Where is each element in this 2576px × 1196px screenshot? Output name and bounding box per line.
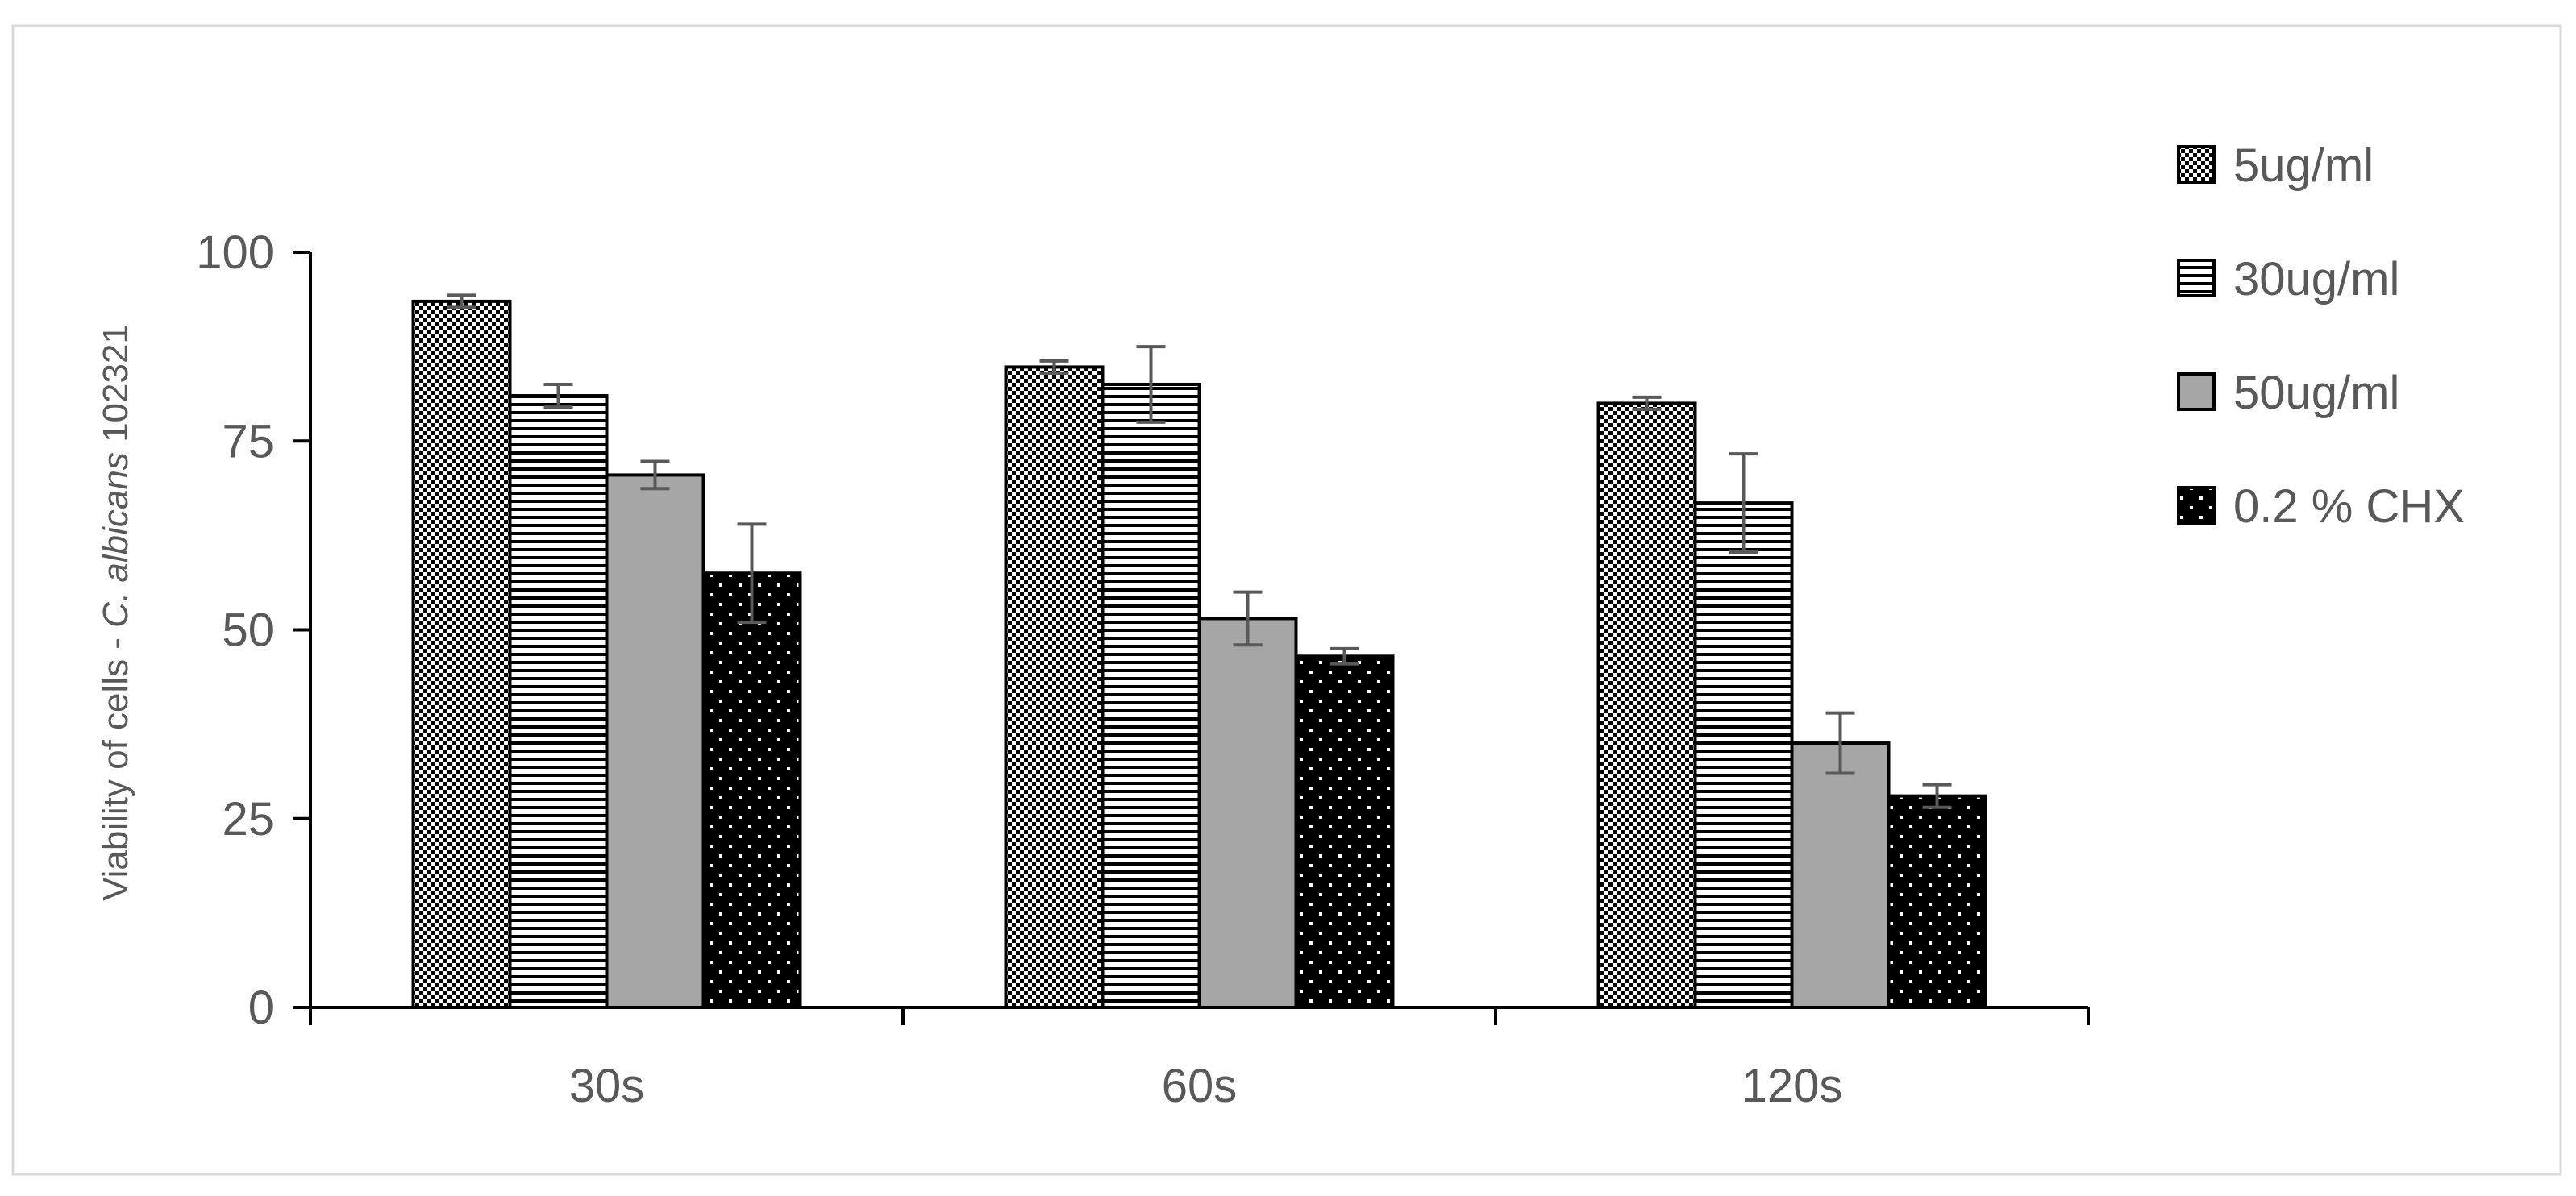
legend: 5ug/ml 30ug/ml 50ug/ml 0.2 % CHX [2177, 139, 2465, 533]
bar [1197, 617, 1298, 1009]
bar [1887, 794, 1987, 1009]
bar [508, 394, 609, 1009]
legend-swatch [2177, 259, 2216, 297]
y-axis-title: Viability of cells - C. albicans 102321 [96, 324, 135, 901]
x-tick-label: 30s [569, 1060, 645, 1112]
legend-label: 5ug/ml [2233, 139, 2374, 192]
legend-label: 50ug/ml [2233, 367, 2399, 419]
y-tick-label: 0 [248, 982, 274, 1034]
y-tick-label: 50 [222, 604, 274, 657]
error-bars-group [447, 293, 1952, 809]
bars-group [411, 299, 1987, 1010]
x-tick-label: 120s [1742, 1060, 1843, 1112]
y-axis: 0 25 50 75 100 [196, 226, 312, 1034]
x-axis: 30s 60s 120s [309, 1006, 2090, 1112]
y-tick-label: 75 [222, 415, 274, 467]
y-tick-label: 100 [196, 226, 274, 279]
bar [701, 571, 802, 1009]
legend-label: 0.2 % CHX [2233, 480, 2465, 533]
bar [1596, 401, 1697, 1009]
legend-swatch [2177, 486, 2216, 525]
chart-frame-border [11, 24, 2562, 1176]
legend-swatch [2177, 372, 2216, 411]
bar [605, 473, 705, 1009]
bar [1004, 365, 1105, 1009]
y-tick-label: 25 [222, 793, 274, 845]
bar [1790, 741, 1891, 1009]
legend-label: 30ug/ml [2233, 253, 2399, 305]
bar [1693, 501, 1794, 1009]
x-tick-label: 60s [1162, 1060, 1238, 1112]
bar [1294, 654, 1395, 1009]
bar [1101, 382, 1201, 1010]
legend-swatch [2177, 145, 2216, 184]
bar [411, 299, 512, 1009]
